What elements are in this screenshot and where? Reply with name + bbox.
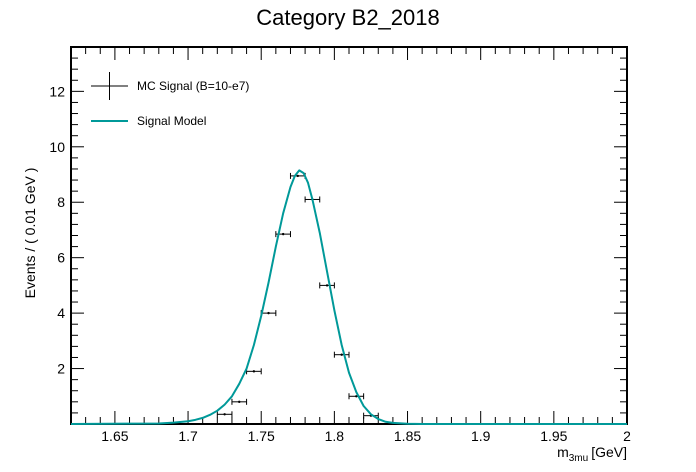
x-axis-label: m3mu [GeV] — [557, 444, 627, 464]
y-tick-label: 10 — [49, 139, 65, 155]
mc-signal-point — [216, 411, 233, 418]
y-axis: 2 4 6 8 10 12 — [49, 46, 627, 425]
mc-marker — [340, 353, 343, 356]
signal-model-curve — [70, 169, 627, 425]
y-tick-label: 6 — [57, 250, 65, 266]
y-tick-label: 2 — [57, 361, 65, 377]
x-tick-label: 1.75 — [248, 428, 275, 444]
mc-signal-point — [348, 393, 365, 400]
legend: MC Signal (B=10-e7) Signal Model — [91, 72, 249, 128]
x-tick-label: 1.7 — [178, 428, 198, 444]
x-tick-label: 1.65 — [101, 428, 128, 444]
y-tick-label: 12 — [49, 83, 65, 99]
mc-marker — [223, 413, 226, 416]
mc-marker — [296, 174, 299, 178]
mc-marker — [238, 400, 241, 404]
mc-signal-point — [333, 351, 350, 358]
legend-mc-label: MC Signal (B=10-e7) — [137, 79, 249, 93]
mc-marker — [281, 232, 285, 236]
mc-marker — [325, 284, 329, 287]
x-axis-label-unit: [GeV] — [591, 444, 627, 460]
plot-frame — [70, 46, 628, 425]
mc-signal-point — [231, 398, 248, 405]
x-axis-label-main: m — [557, 444, 569, 460]
x-tick-label: 2 — [623, 428, 631, 444]
x-axis-label-sub: 3mu — [569, 453, 588, 464]
legend-model-label: Signal Model — [137, 114, 206, 128]
mc-signal-points — [216, 172, 379, 419]
mc-signal-point — [246, 368, 262, 375]
mc-marker — [267, 311, 270, 315]
x-tick-label: 1.95 — [540, 428, 567, 444]
plot-area — [70, 46, 628, 425]
mc-marker — [355, 395, 358, 398]
mc-signal-point — [289, 172, 306, 179]
mc-marker — [252, 370, 256, 373]
x-axis: 1.65 1.7 1.75 1.8 1.85 1.9 1.95 2 — [70, 47, 631, 444]
mc-signal-point — [260, 310, 277, 317]
mc-signal-point — [319, 282, 335, 289]
y-tick-label: 8 — [57, 194, 65, 210]
x-tick-label: 1.9 — [471, 428, 491, 444]
signal-model-line — [70, 169, 627, 425]
y-axis-label: Events / ( 0.01 GeV ) — [22, 168, 38, 299]
x-tick-label: 1.8 — [325, 428, 345, 444]
y-tick-label: 4 — [57, 305, 65, 321]
x-tick-label: 1.85 — [394, 428, 421, 444]
chart-title: Category B2_2018 — [256, 5, 439, 30]
